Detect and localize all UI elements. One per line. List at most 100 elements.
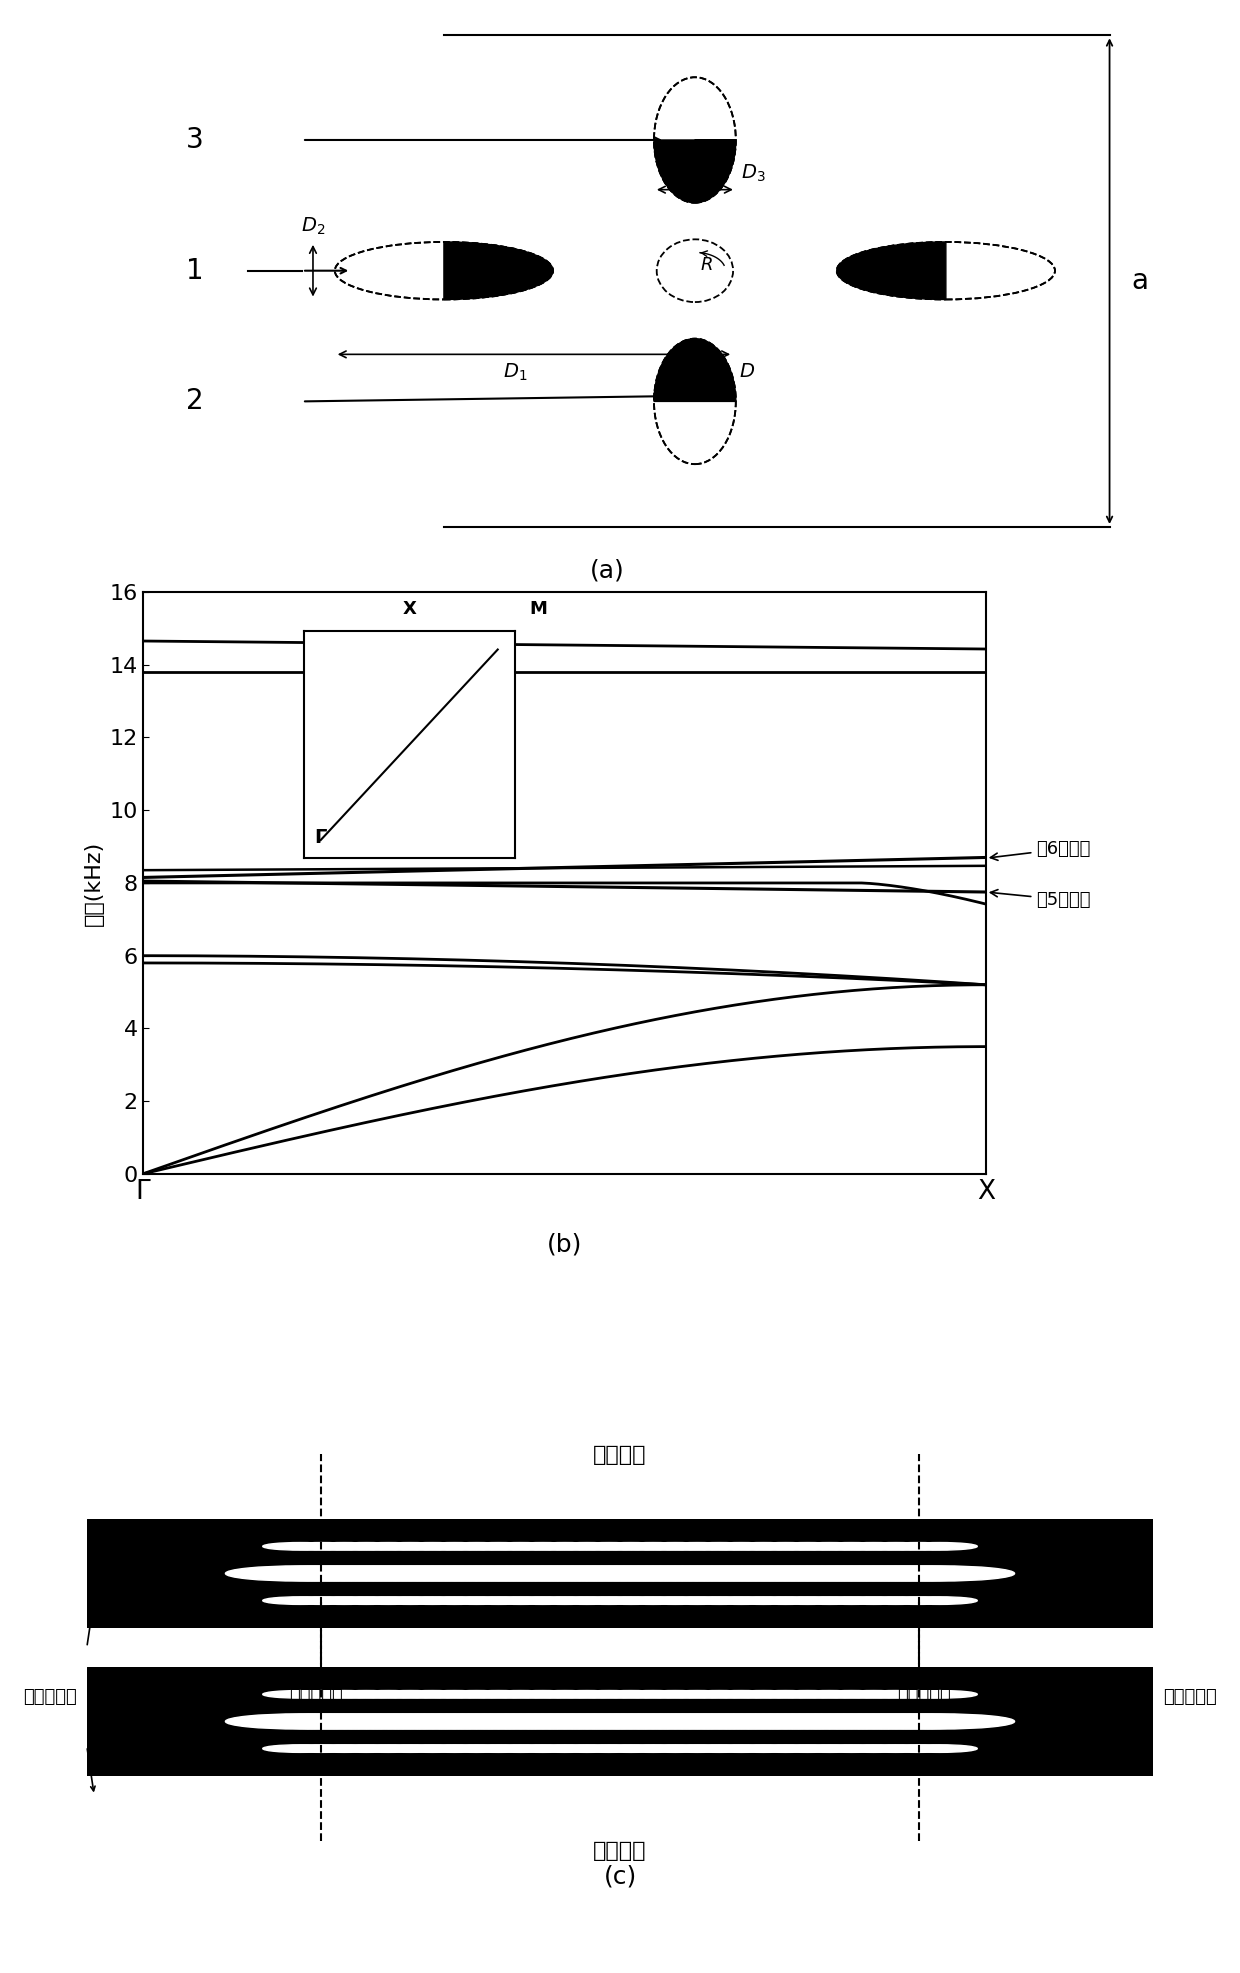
Text: 1: 1: [186, 256, 203, 284]
Circle shape: [306, 1543, 382, 1551]
Circle shape: [770, 1543, 844, 1551]
Circle shape: [572, 1543, 646, 1551]
Text: 信号输入端: 信号输入端: [289, 1687, 343, 1707]
Circle shape: [484, 1543, 558, 1551]
Circle shape: [880, 1596, 955, 1604]
Circle shape: [903, 1571, 977, 1576]
Text: Γ: Γ: [315, 829, 326, 846]
Circle shape: [572, 1571, 646, 1576]
Text: 完美匹配层: 完美匹配层: [22, 1687, 77, 1707]
Circle shape: [903, 1596, 977, 1604]
Text: $D_1$: $D_1$: [502, 363, 527, 383]
Circle shape: [506, 1596, 580, 1604]
Text: X: X: [402, 600, 417, 618]
Text: 信号接收端: 信号接收端: [897, 1687, 951, 1707]
Circle shape: [285, 1571, 360, 1576]
Circle shape: [417, 1744, 492, 1752]
Circle shape: [314, 1567, 463, 1580]
Circle shape: [682, 1596, 756, 1604]
Circle shape: [600, 1567, 750, 1580]
Circle shape: [682, 1691, 756, 1699]
Circle shape: [484, 1744, 558, 1752]
Circle shape: [534, 1715, 683, 1728]
Circle shape: [637, 1571, 713, 1576]
Circle shape: [439, 1596, 513, 1604]
Circle shape: [748, 1571, 823, 1576]
Circle shape: [727, 1571, 801, 1576]
Circle shape: [358, 1567, 507, 1580]
Circle shape: [439, 1571, 513, 1576]
Circle shape: [880, 1691, 955, 1699]
Circle shape: [616, 1691, 691, 1699]
Circle shape: [616, 1543, 691, 1551]
Circle shape: [527, 1571, 603, 1576]
Text: 第6条能带: 第6条能带: [991, 840, 1091, 860]
Circle shape: [351, 1543, 425, 1551]
Circle shape: [572, 1596, 646, 1604]
Circle shape: [837, 1543, 911, 1551]
Circle shape: [373, 1691, 448, 1699]
Circle shape: [336, 1715, 485, 1728]
Circle shape: [506, 1571, 580, 1576]
Text: $D_2$: $D_2$: [301, 215, 325, 237]
Text: (c): (c): [604, 1864, 636, 1888]
Circle shape: [285, 1691, 360, 1699]
Circle shape: [704, 1596, 779, 1604]
Circle shape: [379, 1567, 529, 1580]
Circle shape: [727, 1543, 801, 1551]
Circle shape: [770, 1744, 844, 1752]
Circle shape: [461, 1596, 536, 1604]
Circle shape: [373, 1543, 448, 1551]
Circle shape: [594, 1744, 668, 1752]
Circle shape: [616, 1571, 691, 1576]
Ellipse shape: [653, 339, 735, 464]
Circle shape: [578, 1715, 728, 1728]
Circle shape: [660, 1571, 734, 1576]
Polygon shape: [653, 140, 735, 203]
Ellipse shape: [335, 243, 553, 300]
Circle shape: [727, 1596, 801, 1604]
Circle shape: [439, 1543, 513, 1551]
Circle shape: [837, 1596, 911, 1604]
Circle shape: [373, 1596, 448, 1604]
Circle shape: [770, 1596, 844, 1604]
Circle shape: [815, 1596, 889, 1604]
Circle shape: [336, 1567, 485, 1580]
Circle shape: [645, 1715, 794, 1728]
Text: 2: 2: [186, 387, 203, 416]
Circle shape: [534, 1567, 683, 1580]
Circle shape: [748, 1543, 823, 1551]
Circle shape: [263, 1744, 337, 1752]
Circle shape: [682, 1571, 756, 1576]
Circle shape: [269, 1715, 419, 1728]
Circle shape: [660, 1543, 734, 1551]
Circle shape: [396, 1691, 470, 1699]
Circle shape: [424, 1567, 573, 1580]
Circle shape: [777, 1715, 926, 1728]
Circle shape: [792, 1571, 867, 1576]
Circle shape: [248, 1715, 397, 1728]
Circle shape: [373, 1571, 448, 1576]
Circle shape: [351, 1596, 425, 1604]
Y-axis label: 频率(kHz): 频率(kHz): [84, 840, 104, 925]
Circle shape: [858, 1571, 934, 1576]
Circle shape: [417, 1543, 492, 1551]
Circle shape: [291, 1567, 441, 1580]
Circle shape: [402, 1715, 552, 1728]
Circle shape: [351, 1744, 425, 1752]
Circle shape: [815, 1543, 889, 1551]
Circle shape: [484, 1596, 558, 1604]
Circle shape: [903, 1691, 977, 1699]
Circle shape: [594, 1596, 668, 1604]
Circle shape: [903, 1543, 977, 1551]
Circle shape: [660, 1691, 734, 1699]
Circle shape: [858, 1543, 934, 1551]
Circle shape: [711, 1715, 861, 1728]
Circle shape: [506, 1744, 580, 1752]
Circle shape: [572, 1691, 646, 1699]
Circle shape: [379, 1715, 529, 1728]
Circle shape: [704, 1744, 779, 1752]
Text: 横波输入: 横波输入: [593, 1444, 647, 1464]
Text: 完美匹配层: 完美匹配层: [1163, 1687, 1218, 1707]
Circle shape: [748, 1744, 823, 1752]
